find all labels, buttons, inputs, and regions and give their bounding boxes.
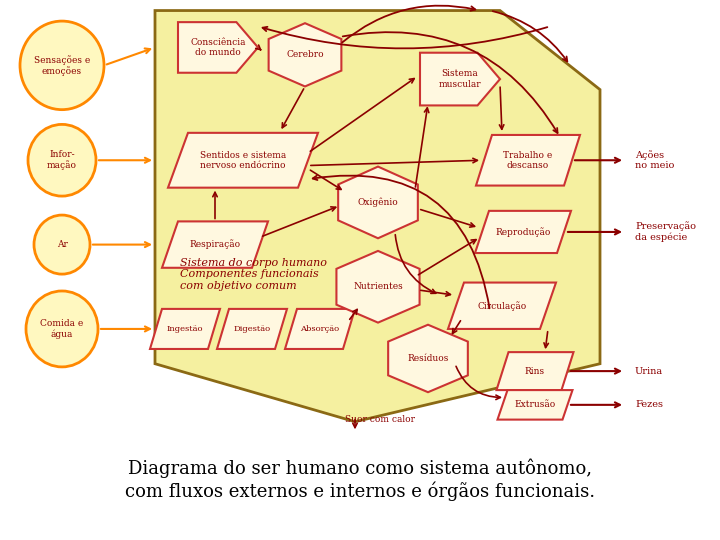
Text: Cerebro: Cerebro	[286, 50, 324, 59]
Polygon shape	[155, 11, 600, 422]
Polygon shape	[498, 390, 572, 420]
Text: Sensações e
emoções: Sensações e emoções	[34, 55, 90, 76]
Text: Circulação: Circulação	[477, 301, 526, 310]
Polygon shape	[162, 221, 268, 268]
Text: Suor com calor: Suor com calor	[345, 415, 415, 424]
Polygon shape	[150, 309, 220, 349]
Text: Rins: Rins	[525, 367, 545, 376]
Circle shape	[26, 291, 98, 367]
Text: Ações
no meio: Ações no meio	[635, 150, 675, 170]
Polygon shape	[217, 309, 287, 349]
Polygon shape	[336, 251, 420, 322]
Polygon shape	[420, 53, 500, 105]
Circle shape	[28, 124, 96, 196]
Text: Preservação
da espécie: Preservação da espécie	[635, 221, 696, 242]
Text: Fezes: Fezes	[635, 400, 663, 409]
Text: Digestão: Digestão	[233, 325, 271, 333]
Polygon shape	[285, 309, 355, 349]
Polygon shape	[338, 166, 418, 238]
Polygon shape	[168, 133, 318, 188]
Text: Respiração: Respiração	[189, 240, 240, 249]
Polygon shape	[448, 282, 556, 329]
Polygon shape	[497, 352, 574, 390]
Text: Reprodução: Reprodução	[495, 227, 551, 237]
Text: Ar: Ar	[57, 240, 68, 249]
Text: Diagrama do ser humano como sistema autônomo,
com fluxos externos e internos e ó: Diagrama do ser humano como sistema autô…	[125, 459, 595, 501]
Text: Urina: Urina	[635, 367, 663, 376]
Polygon shape	[476, 135, 580, 186]
Text: Sistema do corpo humano
Componentes funcionais
com objetivo comum: Sistema do corpo humano Componentes func…	[180, 258, 327, 291]
Polygon shape	[269, 23, 341, 86]
Text: Ingestão: Ingestão	[167, 325, 203, 333]
Text: Absorção: Absorção	[300, 325, 340, 333]
Text: Oxigênio: Oxigênio	[358, 198, 398, 207]
Text: Nutrientes: Nutrientes	[353, 282, 403, 291]
Text: Comida e
água: Comida e água	[40, 319, 84, 339]
Text: Resíduos: Resíduos	[408, 354, 449, 363]
Circle shape	[20, 21, 104, 110]
Circle shape	[34, 215, 90, 274]
Polygon shape	[388, 325, 468, 392]
Text: Sentidos e sistema
nervoso endócrino: Sentidos e sistema nervoso endócrino	[200, 151, 286, 170]
Text: Consciência
do mundo: Consciência do mundo	[190, 38, 246, 57]
Polygon shape	[178, 22, 258, 73]
Text: Trabalho e
descanso: Trabalho e descanso	[503, 151, 553, 170]
Text: Sistema
muscular: Sistema muscular	[438, 69, 481, 89]
Text: Extrusão: Extrusão	[514, 400, 556, 409]
Polygon shape	[475, 211, 571, 253]
Text: Infor-
mação: Infor- mação	[47, 150, 77, 171]
